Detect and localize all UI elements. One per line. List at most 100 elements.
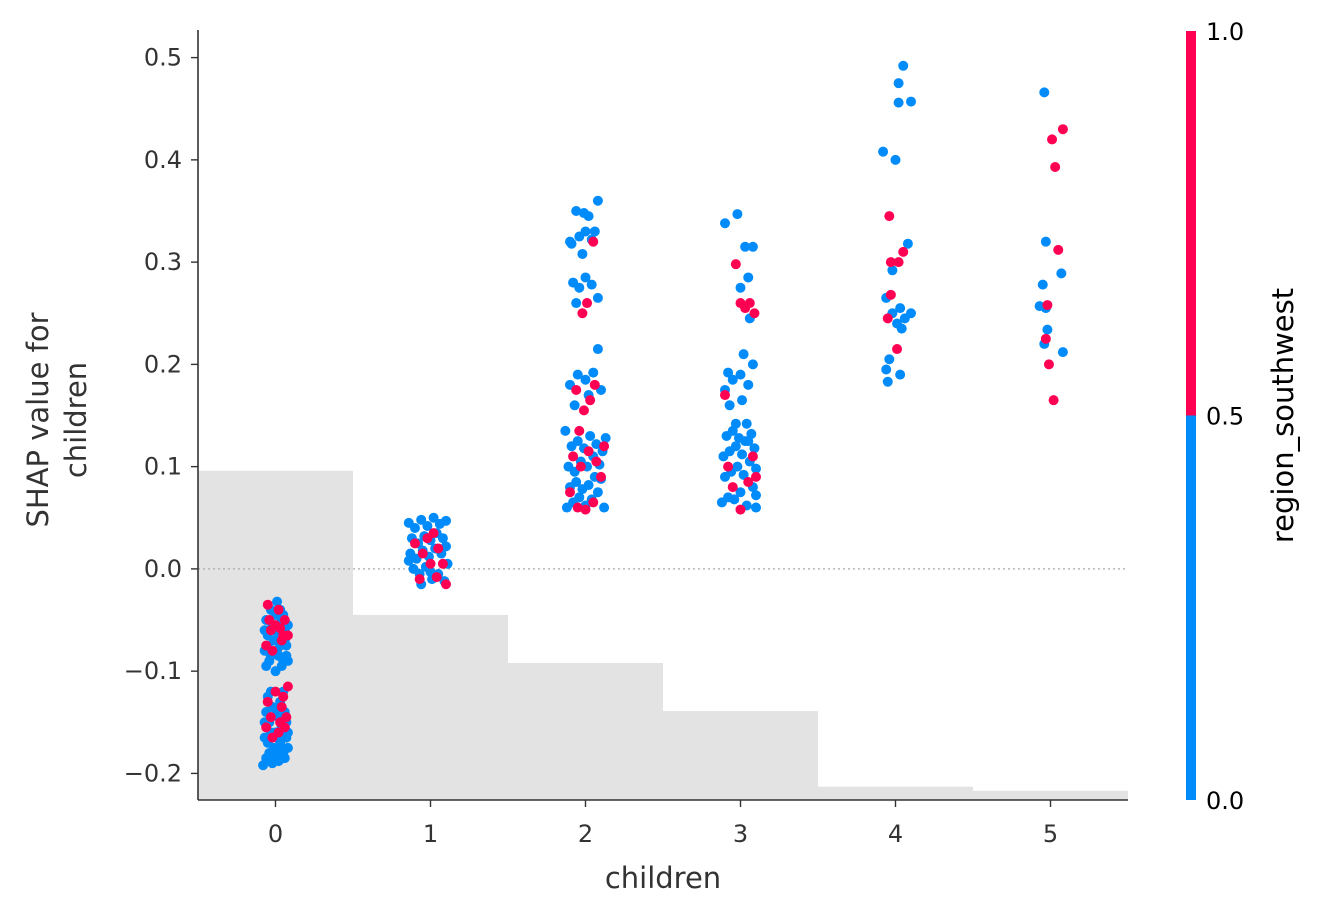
data-point bbox=[281, 732, 292, 743]
data-point bbox=[572, 502, 583, 513]
data-point bbox=[578, 405, 589, 416]
data-point bbox=[751, 502, 761, 513]
data-point bbox=[577, 248, 588, 259]
data-point bbox=[417, 548, 428, 559]
data-point bbox=[732, 461, 743, 472]
data-point bbox=[583, 446, 594, 457]
y-tick-label: 0.1 bbox=[144, 453, 182, 481]
data-point bbox=[1048, 395, 1059, 406]
y-tick-label: 0.3 bbox=[144, 248, 182, 276]
data-point bbox=[1039, 87, 1050, 98]
data-point bbox=[582, 298, 593, 309]
x-tick-label: 2 bbox=[578, 820, 593, 848]
histogram-bar-1 bbox=[353, 614, 508, 800]
data-point bbox=[884, 211, 895, 222]
data-point bbox=[278, 691, 289, 702]
data-point bbox=[738, 469, 749, 480]
data-point bbox=[416, 514, 427, 525]
data-point bbox=[591, 456, 602, 467]
data-point bbox=[441, 579, 451, 590]
data-point bbox=[878, 146, 889, 157]
data-point bbox=[592, 487, 603, 498]
data-point bbox=[577, 308, 588, 319]
data-point bbox=[281, 712, 292, 723]
data-point bbox=[743, 476, 754, 487]
data-point bbox=[282, 681, 293, 692]
data-point bbox=[1043, 359, 1054, 370]
data-point bbox=[596, 471, 606, 482]
data-point bbox=[275, 623, 286, 634]
data-point bbox=[723, 461, 734, 472]
data-point bbox=[893, 257, 904, 268]
y-axis-title: SHAP value for children bbox=[21, 312, 93, 527]
data-point bbox=[574, 492, 585, 503]
data-point bbox=[720, 218, 730, 229]
data-point bbox=[585, 430, 596, 441]
data-point bbox=[574, 425, 585, 436]
data-point bbox=[431, 572, 442, 583]
data-point bbox=[884, 354, 895, 365]
data-point bbox=[588, 497, 599, 508]
data-point bbox=[743, 379, 754, 390]
x-axis-title: children bbox=[605, 861, 721, 895]
data-point bbox=[580, 374, 591, 385]
data-point bbox=[735, 504, 746, 515]
data-point bbox=[437, 558, 448, 569]
data-point bbox=[743, 272, 754, 283]
data-point bbox=[410, 522, 420, 533]
data-point bbox=[261, 722, 272, 733]
data-point bbox=[724, 400, 735, 411]
y-tick-label: 0.2 bbox=[144, 350, 182, 378]
data-point bbox=[575, 461, 586, 472]
data-point bbox=[571, 298, 582, 309]
data-point bbox=[571, 384, 582, 395]
data-point bbox=[599, 441, 610, 452]
data-point bbox=[895, 303, 906, 314]
data-point bbox=[1056, 268, 1067, 279]
scatter-points bbox=[258, 60, 1068, 771]
data-point bbox=[588, 367, 599, 378]
data-point bbox=[262, 599, 273, 610]
colorbar: 0.0 0.5 1.0 region_southwest bbox=[1186, 18, 1300, 815]
histogram-bar-5 bbox=[973, 790, 1128, 800]
data-point bbox=[751, 471, 761, 482]
data-point bbox=[751, 463, 761, 474]
data-point bbox=[885, 289, 896, 300]
histogram-bar-2 bbox=[508, 662, 663, 800]
data-point bbox=[566, 238, 577, 249]
data-point bbox=[1040, 236, 1051, 247]
data-point bbox=[592, 292, 603, 303]
data-point bbox=[735, 369, 746, 380]
y-tick-label: 0.0 bbox=[144, 555, 182, 583]
data-point bbox=[1037, 279, 1048, 290]
data-point bbox=[737, 395, 748, 406]
y-axis-title-line: SHAP value for bbox=[21, 312, 55, 527]
data-point bbox=[589, 379, 600, 390]
data-point bbox=[906, 96, 916, 107]
data-point bbox=[422, 533, 433, 544]
data-point bbox=[428, 512, 439, 523]
data-point bbox=[568, 451, 579, 462]
data-point bbox=[591, 439, 602, 450]
data-point bbox=[740, 241, 751, 252]
colorbar-tick-label: 0.0 bbox=[1206, 787, 1244, 815]
data-point bbox=[276, 701, 287, 712]
data-point bbox=[730, 441, 741, 452]
data-point bbox=[737, 449, 748, 460]
feature-histogram bbox=[198, 470, 1128, 800]
data-point bbox=[1050, 162, 1061, 173]
data-point bbox=[882, 313, 893, 324]
y-tick-label: 0.5 bbox=[144, 44, 182, 72]
data-point bbox=[279, 615, 290, 626]
data-point bbox=[747, 359, 758, 370]
data-point bbox=[441, 515, 451, 526]
x-tick-label: 5 bbox=[1043, 820, 1058, 848]
data-point bbox=[592, 195, 603, 206]
data-point bbox=[572, 369, 583, 380]
data-point bbox=[735, 282, 746, 293]
data-point bbox=[560, 425, 571, 436]
data-point bbox=[279, 753, 290, 764]
data-point bbox=[1042, 300, 1053, 311]
data-point bbox=[588, 236, 599, 247]
